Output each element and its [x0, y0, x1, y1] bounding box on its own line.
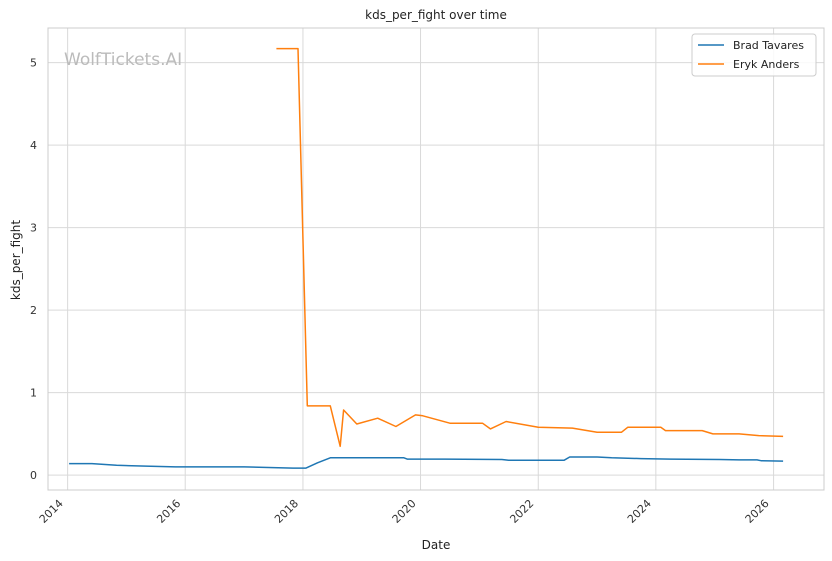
y-tick-label: 4: [30, 139, 37, 152]
y-tick-label: 0: [30, 469, 37, 482]
y-axis-ticks: 0 1 2 3 4 5: [30, 57, 37, 482]
watermark: WolfTickets.AI: [64, 50, 182, 70]
y-axis-label: kds_per_fight: [9, 220, 23, 301]
y-tick-label: 3: [30, 222, 37, 235]
legend-label-brad-tavares: Brad Tavares: [733, 39, 804, 52]
chart-title: kds_per_fight over time: [365, 8, 507, 22]
plot-frame: [47, 27, 825, 491]
series-line-eryk-anders: [276, 47, 784, 448]
plot-area: [48, 28, 824, 490]
legend: Brad Tavares Eryk Anders: [691, 33, 817, 77]
series-line-brad-tavares: [69, 456, 784, 469]
y-tick-label: 1: [30, 387, 37, 400]
y-tick-label: 2: [30, 304, 37, 317]
legend-label-eryk-anders: Eryk Anders: [733, 58, 800, 71]
y-tick-label: 5: [30, 57, 37, 70]
x-axis-label: Date: [422, 538, 451, 552]
series-lines: [69, 47, 784, 469]
